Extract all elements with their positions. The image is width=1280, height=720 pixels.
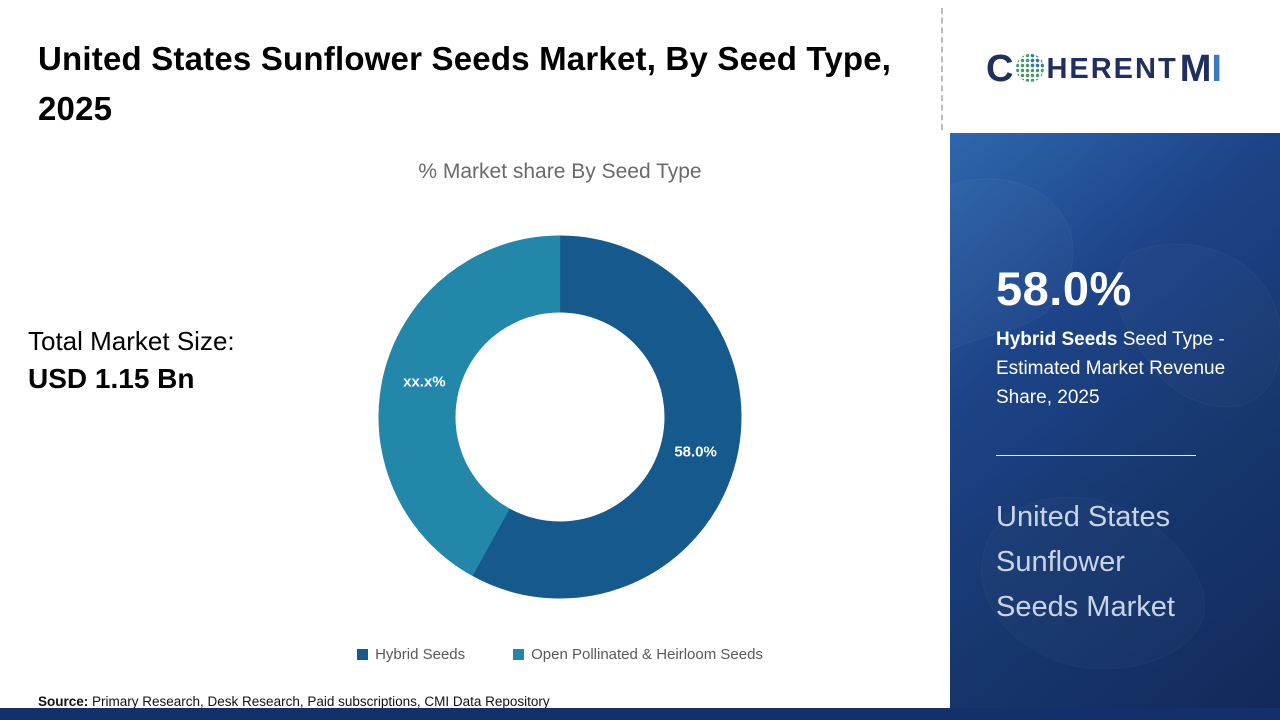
coherentmi-logo: C HERENT M I xyxy=(986,48,1222,91)
source-text: Primary Research, Desk Research, Paid su… xyxy=(88,694,550,709)
donut-svg xyxy=(378,235,742,599)
share-description-rest: Seed Type - Estimated Market Revenue Sha… xyxy=(996,329,1226,408)
slice-label-1: xx.x% xyxy=(403,373,446,391)
highlight-panel: 58.0% Hybrid Seeds Seed Type - Estimated… xyxy=(950,133,1280,708)
panel-divider xyxy=(996,455,1196,456)
bottom-accent-bar xyxy=(0,708,1280,720)
total-market-size-label: Total Market Size: xyxy=(28,326,235,356)
legend-swatch-icon xyxy=(357,649,369,660)
logo-letter-i: I xyxy=(1211,48,1222,90)
share-description: Hybrid Seeds Seed Type - Estimated Marke… xyxy=(996,325,1228,412)
legend-item-1: Open Pollinated & Heirloom Seeds xyxy=(513,646,763,663)
chart-title: % Market share By Seed Type xyxy=(418,160,702,183)
legend-swatch-icon xyxy=(513,649,525,660)
legend-item-0: Hybrid Seeds xyxy=(357,646,465,663)
header-divider xyxy=(941,8,943,130)
globe-icon xyxy=(1015,53,1045,88)
source-label: Source: xyxy=(38,694,89,709)
logo-letters-herent: HERENT xyxy=(1046,53,1178,85)
source-line: Source: Primary Research, Desk Research,… xyxy=(38,694,550,709)
page-title: United States Sunflower Seeds Market, By… xyxy=(38,40,892,127)
legend-label: Hybrid Seeds xyxy=(375,646,466,663)
chart-legend: Hybrid Seeds Open Pollinated & Heirloom S… xyxy=(240,646,880,663)
logo-letter-c: C xyxy=(986,48,1015,90)
donut-chart: 58.0% xx.x% xyxy=(378,235,742,599)
slice-label-0: 58.0% xyxy=(674,443,717,461)
map-decoration xyxy=(950,178,1074,351)
donut-slice-1 xyxy=(378,235,742,599)
share-description-bold: Hybrid Seeds xyxy=(996,329,1118,350)
total-market-size-value: USD 1.15 Bn xyxy=(28,363,195,394)
logo-letter-m: M xyxy=(1179,48,1212,90)
legend-label: Open Pollinated & Heirloom Seeds xyxy=(531,646,763,663)
share-value: 58.0% xyxy=(996,262,1132,315)
panel-market-name: United States Sunflower Seeds Market xyxy=(996,501,1175,623)
